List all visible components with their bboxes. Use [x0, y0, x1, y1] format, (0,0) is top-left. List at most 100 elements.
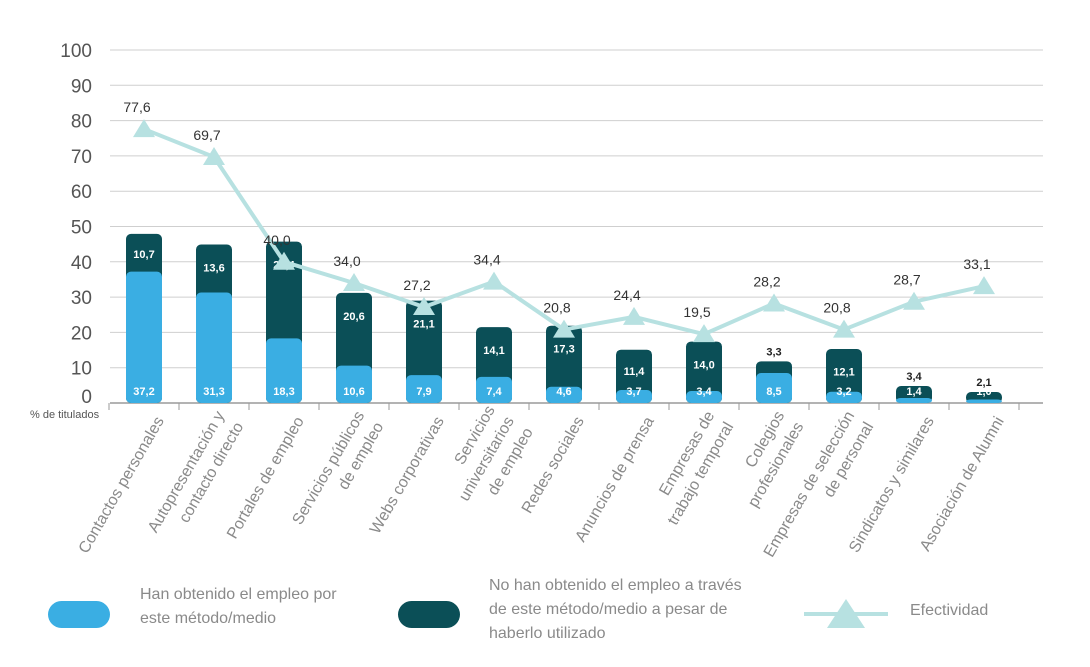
legend-not-obtained-line-1: No han obtenido el empleo a través: [489, 577, 742, 594]
bar-label-not-obtained: 17,3: [553, 344, 574, 356]
bar-obtained: [546, 386, 582, 403]
bar-obtained: [476, 376, 512, 403]
effectiveness-point: [693, 324, 715, 343]
bar-obtained: [616, 389, 652, 403]
bar-not-obtained: [546, 325, 582, 403]
bars: 37,210,731,313,618,327,410,620,67,921,17…: [126, 233, 1002, 403]
bar-obtained: [196, 292, 232, 403]
bar-label-obtained: 3,7: [626, 386, 641, 398]
effectiveness-label: 77,6: [123, 99, 150, 115]
bar-not-obtained: [826, 348, 862, 403]
legend-not-obtained-line-3: haberlo utilizado: [489, 625, 606, 642]
y-axis: 0 10 20 30 40 50 60 70 80 90 100: [60, 41, 92, 408]
effectiveness-label: 34,0: [333, 253, 360, 269]
effectiveness-line: 77,6 69,7 40,0 34,0 27,2 34,4 20,8 24,4 19,5 28,2…: [123, 99, 995, 343]
bar-label-not-obtained: 20,6: [343, 311, 364, 323]
effectiveness-label: 20,8: [823, 300, 850, 316]
x-tick-label: Contactos personales: [76, 414, 168, 557]
legend-obtained-line-2: este método/medio: [140, 610, 277, 627]
bar-obtained: [896, 398, 932, 403]
effectiveness-label: 28,7: [893, 272, 920, 288]
x-tick-label-line: Contactos personales: [76, 414, 168, 557]
bar-label-not-obtained: 2,1: [976, 377, 991, 389]
bar-label-not-obtained: 3,4: [906, 371, 922, 383]
x-tick-label-line: Asociación de Alumni: [917, 414, 1008, 554]
x-tick-label-line: Anuncios de prensa: [572, 414, 657, 545]
y-tick-label: 80: [71, 112, 92, 133]
bar-obtained: [756, 372, 792, 403]
legend-marker-effectiveness: [804, 599, 888, 628]
effectiveness-label: 28,2: [753, 273, 780, 289]
legend-swatch-obtained: [48, 601, 110, 628]
bar-obtained: [266, 338, 302, 403]
y-tick-label: 30: [71, 288, 92, 309]
legend-effectiveness-triangle-icon: [827, 599, 865, 628]
bar-label-not-obtained: 12,1: [833, 366, 854, 378]
effectiveness-point: [273, 251, 295, 270]
effectiveness-point: [623, 306, 645, 325]
legend-swatch-not-obtained: [398, 601, 460, 628]
bar-label-obtained: 18,3: [273, 386, 294, 398]
effectiveness-label: 40,0: [263, 232, 290, 248]
y-tick-label: 70: [71, 147, 92, 168]
bar-label-not-obtained: 21,1: [413, 319, 434, 331]
bar-label-not-obtained: 14,1: [483, 345, 504, 357]
bar-obtained: [686, 390, 722, 403]
y-tick-label: 100: [60, 41, 92, 62]
effectiveness-label: 24,4: [613, 287, 640, 303]
effectiveness-point: [903, 291, 925, 310]
bar-label-obtained: 37,2: [133, 386, 154, 398]
bar-label-obtained: 3,2: [836, 386, 851, 398]
bar-label-not-obtained: 13,6: [203, 263, 224, 275]
bar-label-obtained: 4,6: [556, 386, 571, 398]
bar-obtained: [406, 375, 442, 403]
bar-label-obtained: 7,9: [416, 386, 431, 398]
bar-obtained: [966, 399, 1002, 403]
bar-obtained: [336, 365, 372, 403]
effectiveness-label: 34,4: [473, 252, 500, 268]
x-tick-label: Asociación de Alumni: [917, 414, 1008, 554]
y-axis-label: % de titulados: [30, 409, 100, 421]
effectiveness-label: 27,2: [403, 277, 430, 293]
bar-not-obtained: [616, 349, 652, 403]
effectiveness-label: 19,5: [683, 304, 710, 320]
effectiveness-label: 20,8: [543, 300, 570, 316]
bar-obtained: [126, 271, 162, 403]
bar-label-not-obtained: 10,7: [133, 249, 154, 261]
bar-label-not-obtained: 14,0: [693, 360, 714, 372]
effectiveness-point: [203, 146, 225, 165]
y-tick-label: 10: [71, 359, 92, 380]
effectiveness-point: [343, 272, 365, 291]
effectiveness-point: [483, 271, 505, 290]
effectiveness-label: 33,1: [963, 256, 990, 272]
legend-label-not-obtained: No han obtenido el empleo a través de es…: [489, 574, 763, 646]
effectiveness-point: [133, 119, 155, 138]
y-tick-label: 20: [71, 323, 92, 344]
effectiveness-point: [763, 293, 785, 312]
bar-label-not-obtained: 11,4: [624, 366, 646, 378]
y-tick-label: 0: [81, 387, 92, 408]
bar-label-obtained: 8,5: [766, 386, 781, 398]
effectiveness-label: 69,7: [193, 127, 220, 143]
bar-not-obtained: [686, 341, 722, 403]
bar-label-not-obtained: 3,3: [766, 346, 781, 358]
bar-label-obtained: 1,4: [906, 386, 922, 398]
effectiveness-point: [553, 319, 575, 338]
bar-label-obtained: 1,0: [976, 386, 991, 398]
y-tick-label: 90: [71, 76, 92, 97]
effectiveness-point: [413, 296, 435, 315]
legend-not-obtained-line-2: de este método/medio a pesar de: [489, 601, 728, 618]
legend-obtained-line-1: Han obtenido el empleo por: [140, 586, 337, 603]
y-tick-label: 60: [71, 182, 92, 203]
y-tick-label: 40: [71, 253, 92, 274]
effectiveness-point: [833, 319, 855, 338]
bar-label-obtained: 3,4: [696, 386, 712, 398]
bar-label-obtained: 7,4: [486, 386, 502, 398]
legend-label-obtained: Han obtenido el empleo por este método/m…: [140, 583, 370, 631]
effectiveness-point: [973, 276, 995, 295]
